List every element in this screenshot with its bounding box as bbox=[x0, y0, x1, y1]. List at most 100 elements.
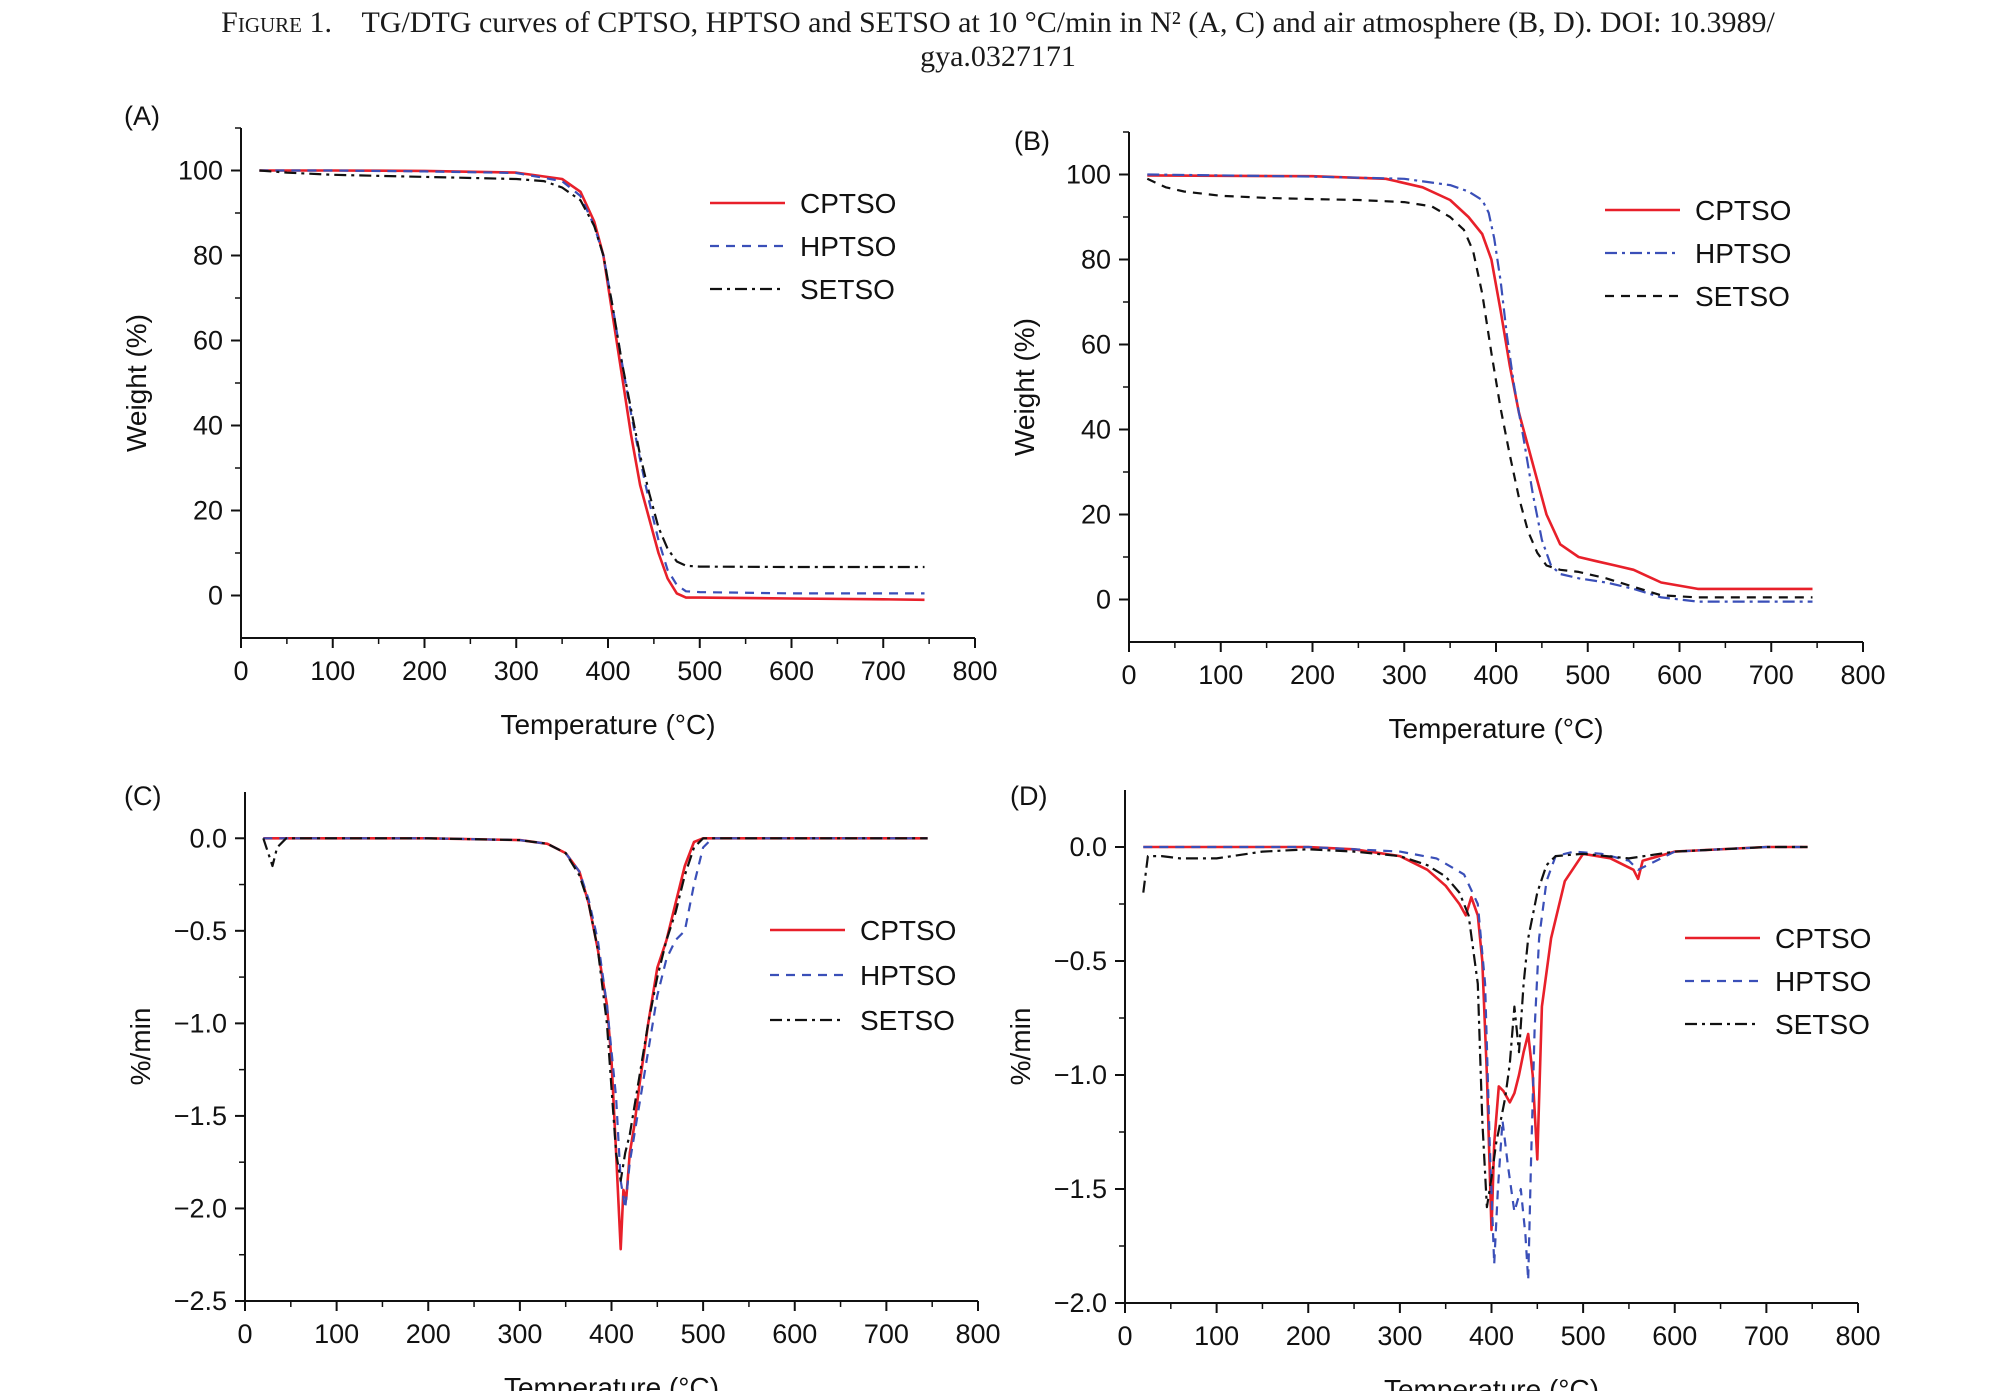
legend-label-hptso: HPTSO bbox=[860, 960, 956, 991]
y-tick-label: 20 bbox=[193, 496, 223, 526]
x-tick-label: 700 bbox=[861, 656, 906, 686]
legend-label-setso: SETSO bbox=[800, 274, 895, 305]
x-tick-label: 0 bbox=[1117, 1321, 1132, 1351]
x-tick-label: 800 bbox=[955, 1319, 1000, 1349]
panel-c: (C) 0 100 200 300 400 500 600 700 800 0.0 −0.5 −1.0 −… bbox=[124, 781, 1001, 1391]
x-tick-label: 400 bbox=[585, 656, 630, 686]
series-line-cptso bbox=[263, 836, 928, 1251]
x-tick-label: 400 bbox=[1473, 660, 1518, 690]
legend-label-cptso: CPTSO bbox=[860, 915, 956, 946]
y-tick-label: 0 bbox=[1096, 585, 1111, 615]
caption-line-1: TG/DTG curves of CPTSO, HPTSO and SETSO … bbox=[361, 6, 1775, 39]
x-tick-label: 0 bbox=[1121, 660, 1136, 690]
x-axis-title: Temperature (°C) bbox=[504, 1372, 719, 1391]
x-tick-label: 800 bbox=[1835, 1321, 1880, 1351]
legend-label-setso: SETSO bbox=[1775, 1009, 1870, 1040]
x-axis-title: Temperature (°C) bbox=[1388, 713, 1603, 744]
x-tick-label: 500 bbox=[1561, 1321, 1606, 1351]
figure-label: Figure 1. bbox=[221, 6, 332, 39]
y-tick-label: 40 bbox=[193, 411, 223, 441]
x-tick-label: 400 bbox=[1469, 1321, 1514, 1351]
x-tick-label: 300 bbox=[1382, 660, 1427, 690]
series-line-hptso bbox=[263, 837, 928, 1210]
x-tick-label: 600 bbox=[1652, 1321, 1697, 1351]
caption-line-2: gya.0327171 bbox=[920, 40, 1076, 73]
y-tick-label: 80 bbox=[1081, 245, 1111, 275]
series-line-setso bbox=[259, 169, 925, 569]
x-tick-label: 600 bbox=[769, 656, 814, 686]
y-tick-label: −1.5 bbox=[174, 1101, 227, 1131]
series-line-hptso bbox=[259, 169, 925, 595]
legend-label-setso: SETSO bbox=[860, 1005, 955, 1036]
panel-label: (A) bbox=[124, 101, 160, 131]
y-tick-label: 0.0 bbox=[1069, 832, 1107, 862]
panel-label: (D) bbox=[1010, 781, 1047, 811]
x-tick-label: 100 bbox=[1194, 1321, 1239, 1351]
x-tick-label: 500 bbox=[681, 1319, 726, 1349]
x-tick-label: 300 bbox=[494, 656, 539, 686]
y-tick-label: 100 bbox=[178, 156, 223, 186]
legend-label-hptso: HPTSO bbox=[800, 231, 896, 262]
x-tick-label: 400 bbox=[589, 1319, 634, 1349]
y-tick-label: 20 bbox=[1081, 500, 1111, 530]
x-tick-label: 800 bbox=[952, 656, 997, 686]
y-tick-label: 0.0 bbox=[189, 823, 227, 853]
y-axis-title: %/min bbox=[1005, 1008, 1036, 1086]
x-tick-label: 200 bbox=[402, 656, 447, 686]
x-tick-label: 800 bbox=[1840, 660, 1885, 690]
series-line-setso bbox=[1142, 845, 1808, 1209]
x-tick-label: 200 bbox=[1290, 660, 1335, 690]
panel-d: (D) 0 100 200 300 400 500 600 700 800 0.0 −0.5 −1.0 −… bbox=[1005, 781, 1881, 1391]
x-axis-title: Temperature (°C) bbox=[500, 709, 715, 740]
x-tick-label: 700 bbox=[1744, 1321, 1789, 1351]
x-axis-title: Temperature (°C) bbox=[1384, 1374, 1599, 1391]
x-tick-label: 600 bbox=[772, 1319, 817, 1349]
x-tick-label: 100 bbox=[1198, 660, 1243, 690]
series-line-setso bbox=[262, 837, 928, 1182]
legend-label-setso: SETSO bbox=[1695, 281, 1790, 312]
y-tick-label: −1.0 bbox=[174, 1008, 227, 1038]
series-line-cptso bbox=[1143, 845, 1808, 1232]
y-tick-label: −0.5 bbox=[174, 916, 227, 946]
y-axis-title: Weight (%) bbox=[121, 314, 152, 452]
y-tick-label: 0 bbox=[208, 581, 223, 611]
x-tick-label: 300 bbox=[1377, 1321, 1422, 1351]
y-tick-label: −2.0 bbox=[1054, 1288, 1107, 1318]
x-tick-label: 700 bbox=[864, 1319, 909, 1349]
x-tick-label: 700 bbox=[1749, 660, 1794, 690]
x-tick-label: 0 bbox=[237, 1319, 252, 1349]
panel-b: (B) 0 100 200 300 400 500 600 700 800 0 20 40 60 80 100… bbox=[1009, 126, 1886, 744]
x-tick-label: 100 bbox=[310, 656, 355, 686]
y-tick-label: 100 bbox=[1066, 160, 1111, 190]
y-axis-title: Weight (%) bbox=[1009, 318, 1040, 456]
legend-label-hptso: HPTSO bbox=[1695, 238, 1791, 269]
y-tick-label: −2.5 bbox=[174, 1286, 227, 1316]
y-tick-label: −2.0 bbox=[174, 1193, 227, 1223]
x-tick-label: 200 bbox=[1286, 1321, 1331, 1351]
panel-label: (C) bbox=[124, 781, 161, 811]
panel-a: (A) 0 100 200 300 400 500 600 700 800 0 20 40 60 80 100… bbox=[121, 101, 998, 740]
x-tick-label: 500 bbox=[677, 656, 722, 686]
panel-label: (B) bbox=[1014, 126, 1050, 156]
figure-caption: Figure 1. TG/DTG curves of CPTSO, HPTSO … bbox=[0, 6, 1996, 74]
legend-label-hptso: HPTSO bbox=[1775, 966, 1871, 997]
series-line-hptso bbox=[1147, 173, 1813, 603]
y-tick-label: −1.5 bbox=[1054, 1174, 1107, 1204]
y-tick-label: 60 bbox=[193, 326, 223, 356]
y-axis-title: %/min bbox=[125, 1008, 156, 1086]
x-tick-label: 100 bbox=[314, 1319, 359, 1349]
x-tick-label: 0 bbox=[233, 656, 248, 686]
x-tick-label: 500 bbox=[1565, 660, 1610, 690]
y-tick-label: 60 bbox=[1081, 330, 1111, 360]
y-tick-label: −0.5 bbox=[1054, 946, 1107, 976]
y-tick-label: 40 bbox=[1081, 415, 1111, 445]
x-tick-label: 600 bbox=[1657, 660, 1702, 690]
legend-label-cptso: CPTSO bbox=[1695, 195, 1791, 226]
x-tick-label: 300 bbox=[497, 1319, 542, 1349]
legend-label-cptso: CPTSO bbox=[800, 188, 896, 219]
y-tick-label: 80 bbox=[193, 241, 223, 271]
y-tick-label: −1.0 bbox=[1054, 1060, 1107, 1090]
series-line-setso bbox=[1146, 177, 1813, 599]
legend-label-cptso: CPTSO bbox=[1775, 923, 1871, 954]
